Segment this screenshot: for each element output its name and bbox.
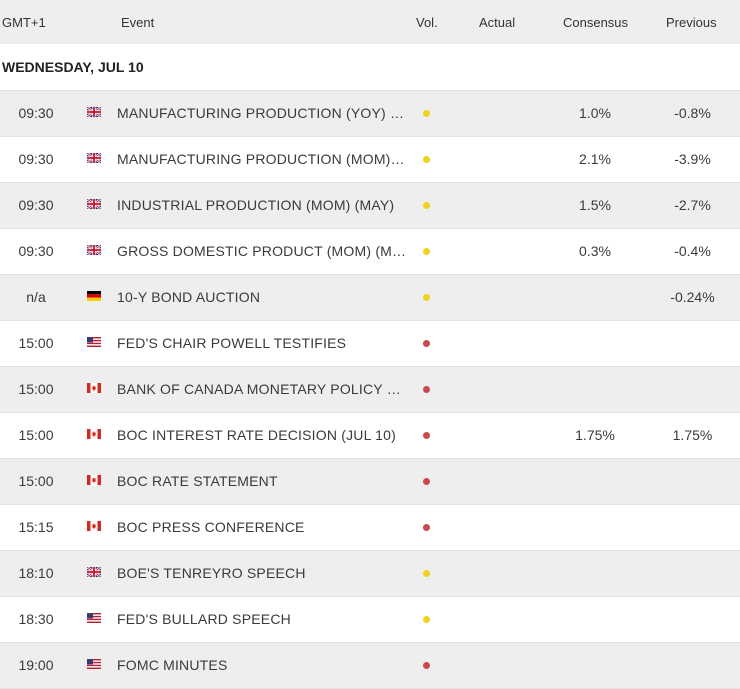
consensus-value: 0.3% (579, 243, 611, 259)
actual-header: Actual (479, 15, 516, 30)
volatility-dot (423, 340, 430, 347)
timezone-header[interactable]: GMT+1 (2, 15, 46, 30)
uk-flag-icon (87, 153, 101, 163)
previous-header: Previous (666, 15, 717, 30)
event-name[interactable]: FED'S CHAIR POWELL TESTIFIES (117, 335, 347, 351)
uk-flag-icon (87, 245, 101, 255)
canada-flag-icon (87, 521, 101, 531)
event-time: n/a (26, 289, 46, 305)
event-time: 15:15 (18, 519, 54, 535)
volatility-dot (423, 662, 430, 669)
event-name[interactable]: FOMC MINUTES (117, 657, 228, 673)
consensus-value: 2.1% (579, 151, 611, 167)
volatility-dot (423, 386, 430, 393)
table-row[interactable]: 09:30 GROSS DOMESTIC PRODUCT (MOM) (MAY)… (0, 229, 740, 275)
table-row[interactable]: 15:15 BOC PRESS CONFERENCE (0, 505, 740, 551)
canada-flag-icon (87, 429, 101, 439)
table-row[interactable]: 15:00 BOC RATE STATEMENT (0, 459, 740, 505)
event-time: 15:00 (18, 427, 54, 443)
volatility-dot (423, 432, 430, 439)
table-row[interactable]: 15:00 BANK OF CANADA MONETARY POLICY RE.… (0, 367, 740, 413)
table-row[interactable]: 09:30 MANUFACTURING PRODUCTION (MOM) (..… (0, 137, 740, 183)
event-name[interactable]: BOC PRESS CONFERENCE (117, 519, 305, 535)
event-time: 15:00 (18, 473, 54, 489)
consensus-header: Consensus (563, 15, 629, 30)
event-time: 09:30 (18, 151, 54, 167)
table-row[interactable]: 15:00 FED'S CHAIR POWELL TESTIFIES (0, 321, 740, 367)
event-time: 09:30 (18, 243, 54, 259)
event-name[interactable]: FED'S BULLARD SPEECH (117, 611, 291, 627)
event-name[interactable]: MANUFACTURING PRODUCTION (MOM) (... (117, 151, 407, 167)
day-label: WEDNESDAY, JUL 10 (2, 59, 144, 75)
us-flag-icon (87, 613, 101, 623)
volatility-dot (423, 248, 430, 255)
uk-flag-icon (87, 567, 101, 577)
event-time: 15:00 (18, 381, 54, 397)
event-name[interactable]: BANK OF CANADA MONETARY POLICY RE... (117, 381, 407, 397)
table-row[interactable]: 18:10 BOE'S TENREYRO SPEECH (0, 551, 740, 597)
table-row[interactable]: n/a 10-Y BOND AUCTION -0.24% (0, 275, 740, 321)
volatility-dot (423, 202, 430, 209)
event-name[interactable]: MANUFACTURING PRODUCTION (YOY) (M... (117, 105, 407, 121)
consensus-value: 1.75% (575, 427, 615, 443)
previous-value: 1.75% (672, 427, 713, 443)
event-list: 09:30 MANUFACTURING PRODUCTION (YOY) (M.… (0, 91, 740, 689)
volatility-dot (423, 110, 430, 117)
consensus-value: 1.0% (579, 105, 611, 121)
table-header: GMT+1 Event Vol. Actual Consensus Previo… (0, 0, 740, 44)
event-name[interactable]: BOE'S TENREYRO SPEECH (117, 565, 306, 581)
table-row[interactable]: 09:30 MANUFACTURING PRODUCTION (YOY) (M.… (0, 91, 740, 137)
event-time: 18:10 (18, 565, 54, 581)
event-time: 09:30 (18, 197, 54, 213)
us-flag-icon (87, 337, 101, 347)
event-time: 19:00 (18, 657, 54, 673)
event-name[interactable]: GROSS DOMESTIC PRODUCT (MOM) (MAY) (117, 243, 407, 259)
event-time: 09:30 (18, 105, 54, 121)
uk-flag-icon (87, 199, 101, 209)
vol-header: Vol. (416, 15, 438, 30)
event-header: Event (121, 15, 155, 30)
uk-flag-icon (87, 107, 101, 117)
canada-flag-icon (87, 475, 101, 485)
event-name[interactable]: 10-Y BOND AUCTION (117, 289, 261, 305)
event-name[interactable]: BOC RATE STATEMENT (117, 473, 278, 489)
germany-flag-icon (87, 291, 101, 301)
table-row[interactable]: 09:30 INDUSTRIAL PRODUCTION (MOM) (MAY) … (0, 183, 740, 229)
canada-flag-icon (87, 383, 101, 393)
volatility-dot (423, 524, 430, 531)
volatility-dot (423, 478, 430, 485)
consensus-value: 1.5% (579, 197, 611, 213)
previous-value: -3.9% (674, 151, 711, 167)
event-name[interactable]: BOC INTEREST RATE DECISION (JUL 10) (117, 427, 397, 443)
previous-value: -0.8% (674, 105, 711, 121)
event-time: 15:00 (18, 335, 54, 351)
volatility-dot (423, 294, 430, 301)
table-row[interactable]: 15:00 BOC INTEREST RATE DECISION (JUL 10… (0, 413, 740, 459)
event-name[interactable]: INDUSTRIAL PRODUCTION (MOM) (MAY) (117, 197, 395, 213)
day-heading: WEDNESDAY, JUL 10 (0, 44, 740, 91)
table-row[interactable]: 19:00 FOMC MINUTES (0, 643, 740, 689)
volatility-dot (423, 156, 430, 163)
volatility-dot (423, 570, 430, 577)
event-time: 18:30 (18, 611, 54, 627)
volatility-dot (423, 616, 430, 623)
table-row[interactable]: 18:30 FED'S BULLARD SPEECH (0, 597, 740, 643)
us-flag-icon (87, 659, 101, 669)
previous-value: -0.4% (674, 243, 711, 259)
previous-value: -2.7% (674, 197, 711, 213)
previous-value: -0.24% (670, 289, 715, 305)
